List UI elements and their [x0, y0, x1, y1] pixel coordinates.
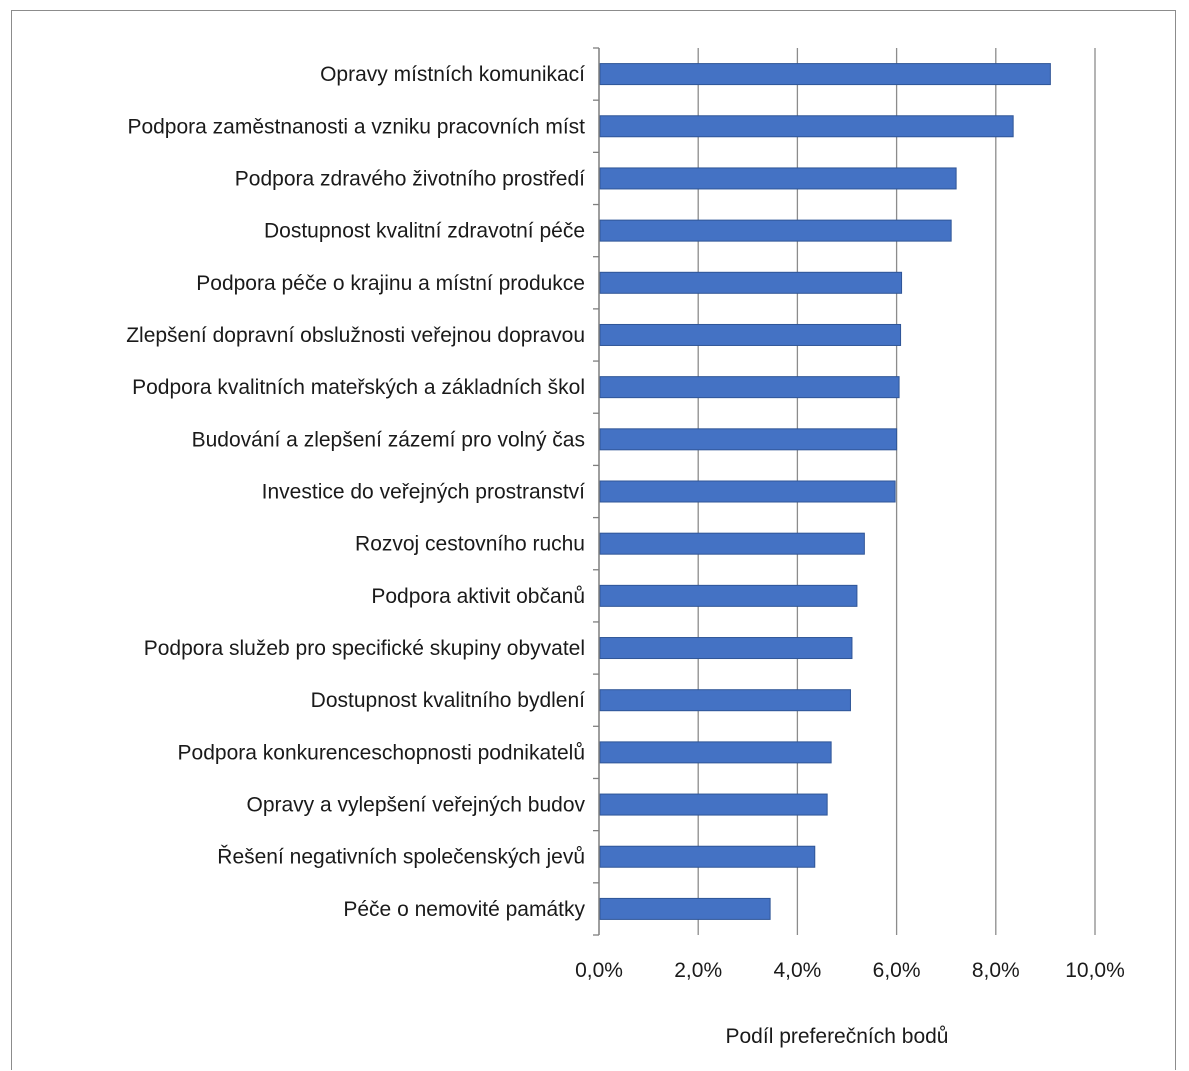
category-label-3: Podpora zdravého životního prostředí: [235, 167, 585, 190]
x-tick-labels: 0,0% 2,0% 4,0% 6,0% 8,0% 10,0%: [575, 959, 1125, 982]
category-labels: Opravy místních komunikací Podpora zaměst…: [126, 63, 585, 921]
bar-17: [599, 897, 771, 920]
bar-10: [599, 532, 865, 555]
x-tick-label-0: 0,0%: [575, 959, 623, 982]
bar-8: [599, 428, 898, 451]
bar-3: [599, 167, 957, 190]
gridlines: [697, 48, 1096, 935]
category-label-8: Budování a zlepšení zázemí pro volný čas: [192, 428, 585, 451]
bar-12: [599, 637, 853, 660]
bar-7: [599, 376, 900, 399]
category-label-4: Dostupnost kvalitní zdravotní péče: [264, 220, 585, 243]
category-label-6: Zlepšení dopravní obslužnosti veřejnou d…: [126, 324, 585, 347]
x-axis-title: Podíl preferečních bodů: [726, 1025, 949, 1048]
category-label-11: Podpora aktivit občanů: [371, 585, 585, 608]
bar-2: [599, 115, 1014, 138]
chart-frame: Opravy místních komunikací Podpora zaměst…: [11, 10, 1176, 1070]
bar-6: [599, 323, 902, 346]
x-tick-label-5: 10,0%: [1065, 959, 1125, 982]
bars: [599, 63, 1051, 920]
category-label-2: Podpora zaměstnanosti a vzniku pracovníc…: [127, 115, 585, 138]
category-label-14: Podpora konkurenceschopnosti podnikatelů: [178, 741, 585, 764]
category-label-9: Investice do veřejných prostranství: [262, 481, 585, 504]
category-label-17: Péče o nemovité památky: [343, 898, 585, 921]
x-tick-label-1: 2,0%: [674, 959, 722, 982]
category-label-13: Dostupnost kvalitního bydlení: [311, 689, 585, 712]
bar-13: [599, 689, 851, 712]
x-tick-label-3: 6,0%: [873, 959, 921, 982]
category-label-10: Rozvoj cestovního ruchu: [355, 533, 585, 556]
y-axis: [593, 47, 600, 936]
category-label-5: Podpora péče o krajinu a místní produkce: [196, 272, 585, 295]
bar-11: [599, 584, 858, 607]
bar-14: [599, 741, 832, 764]
x-tick-label-4: 8,0%: [972, 959, 1020, 982]
bar-1: [599, 63, 1051, 86]
category-label-12: Podpora služeb pro specifické skupiny ob…: [144, 637, 585, 660]
x-tick-label-2: 4,0%: [773, 959, 821, 982]
bar-15: [599, 793, 828, 816]
bar-chart: Opravy místních komunikací Podpora zaměst…: [126, 47, 1125, 1048]
bar-16: [599, 845, 816, 868]
category-label-15: Opravy a vylepšení veřejných budov: [246, 794, 585, 817]
category-label-1: Opravy místních komunikací: [320, 63, 585, 86]
bar-9: [599, 480, 896, 503]
category-label-16: Řešení negativních společenských jevů: [217, 846, 585, 869]
category-label-7: Podpora kvalitních mateřských a základní…: [132, 376, 585, 399]
bar-4: [599, 219, 952, 242]
bar-5: [599, 271, 903, 294]
